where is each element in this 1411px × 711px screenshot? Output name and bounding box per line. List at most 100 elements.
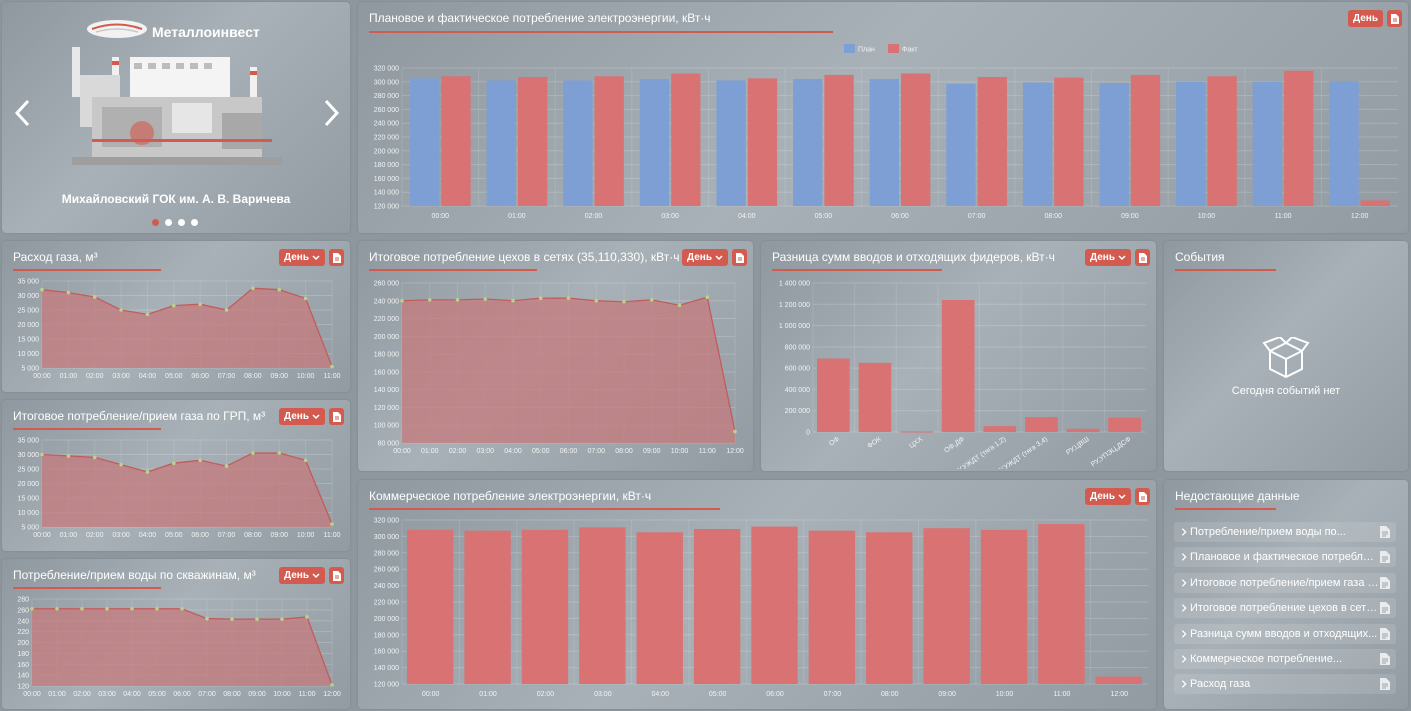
missing-data-label: Потребление/прием воды по... — [1190, 526, 1346, 538]
export-document-icon[interactable] — [329, 567, 344, 584]
export-document-icon[interactable] — [1135, 488, 1150, 505]
period-select-button[interactable]: День — [1085, 488, 1131, 505]
x-tick-label: 05:00 — [148, 691, 166, 698]
x-tick-label: 04:00 — [139, 373, 157, 380]
carousel-next-arrow-icon[interactable] — [320, 98, 342, 128]
document-icon[interactable] — [1380, 653, 1390, 665]
data-point — [303, 296, 308, 301]
area-fill — [402, 297, 735, 443]
carousel-caption: Михайловский ГОК им. А. В. Варичева — [61, 192, 291, 206]
data-point — [119, 308, 123, 312]
data-point — [566, 296, 571, 300]
period-select-button[interactable]: День — [1348, 10, 1383, 27]
y-tick-label: 140 000 — [374, 387, 399, 394]
missing-data-item[interactable]: Потребление/прием воды по... — [1174, 522, 1396, 542]
carousel-dot[interactable] — [152, 219, 159, 226]
x-tick-label: 02:00 — [585, 213, 603, 220]
carousel-dot[interactable] — [178, 219, 185, 226]
missing-data-item[interactable]: Итоговое потребление цехов в сетях... — [1174, 598, 1396, 619]
x-tick-label: 05:00 — [165, 532, 183, 539]
period-label: День — [284, 411, 309, 422]
gas-panel: Расход газа, м³ День 5 000 10 000 15 000 20… — [2, 241, 350, 392]
series-line — [41, 452, 333, 525]
x-tick-label: 04:00 — [139, 532, 157, 539]
export-document-icon[interactable] — [732, 249, 747, 266]
x-tick-label: 06:00 — [560, 448, 578, 455]
period-label: День — [1090, 491, 1115, 502]
y-tick-label: 260 000 — [374, 567, 399, 574]
export-document-icon[interactable] — [1135, 249, 1150, 266]
x-tick-label: 05:00 — [532, 448, 550, 455]
data-point — [66, 290, 71, 295]
data-point — [400, 298, 404, 303]
export-document-icon[interactable] — [1387, 10, 1402, 27]
brand-logo-icon — [87, 20, 147, 38]
document-icon[interactable] — [1380, 627, 1390, 640]
x-tick-label: 06:00 — [891, 213, 909, 220]
chevron-right-icon — [1181, 629, 1187, 638]
x-tick-label: ОФ,ДФ — [943, 436, 966, 455]
x-tick-label: 01:00 — [60, 373, 78, 380]
period-select-button[interactable]: День — [279, 567, 325, 584]
period-select-button[interactable]: День — [682, 249, 728, 266]
y-tick-label: 320 000 — [374, 66, 399, 73]
y-tick-label: 15 000 — [18, 337, 40, 344]
missing-data-item[interactable]: Расход газа — [1174, 674, 1396, 695]
document-icon[interactable] — [1380, 602, 1390, 615]
panel-controls: День — [1348, 10, 1402, 27]
panel-title: Расход газа, м³ — [13, 250, 98, 264]
bar — [941, 300, 975, 432]
export-document-icon[interactable] — [329, 249, 344, 266]
bar — [594, 76, 624, 206]
panel-title: Итоговое потребление цехов в сетях (35,1… — [369, 250, 680, 264]
missing-data-item[interactable]: Коммерческое потребление... — [1174, 649, 1396, 669]
x-tick-label: 09:00 — [271, 532, 289, 539]
title-underline — [369, 31, 833, 33]
period-select-button[interactable]: День — [279, 249, 325, 266]
x-tick-label: 08:00 — [223, 691, 241, 698]
y-tick-label: 120 — [17, 684, 29, 691]
document-icon[interactable] — [1380, 526, 1390, 538]
missing-data-label: Итоговое потребление/прием газа по... — [1190, 576, 1380, 589]
carousel-dot[interactable] — [191, 219, 198, 226]
period-select-button[interactable]: День — [1085, 249, 1131, 266]
x-tick-label: 12:00 — [1111, 691, 1129, 698]
y-tick-label: 160 — [17, 662, 29, 669]
panel-title: Потребление/прием воды по скважинам, м³ — [13, 568, 256, 582]
x-tick-label: 06:00 — [173, 691, 191, 698]
missing-data-label: Расход газа — [1190, 678, 1251, 691]
y-tick-label: 200 000 — [785, 408, 810, 415]
missing-data-item[interactable]: Плановое и фактическое потреблени... — [1174, 547, 1396, 568]
title-underline — [369, 269, 537, 271]
empty-events-message: Сегодня событий нет — [1231, 385, 1341, 397]
panel-title: События — [1175, 250, 1225, 264]
area-fill — [32, 608, 332, 686]
title-underline — [13, 587, 161, 589]
bar — [980, 529, 1028, 684]
document-icon[interactable] — [1380, 678, 1390, 691]
document-icon[interactable] — [1380, 551, 1390, 564]
carousel-dot[interactable] — [165, 219, 172, 226]
x-tick-label: 00:00 — [432, 213, 450, 220]
data-point — [251, 286, 255, 291]
data-point — [330, 683, 334, 687]
document-icon[interactable] — [1380, 576, 1390, 589]
data-point — [198, 302, 202, 306]
period-select-button[interactable]: День — [279, 408, 325, 425]
bar — [1108, 417, 1141, 432]
x-tick-label: 07:00 — [824, 691, 842, 698]
y-tick-label: 25 000 — [18, 308, 40, 315]
carousel-prev-arrow-icon[interactable] — [12, 98, 34, 128]
missing-data-item[interactable]: Разница сумм вводов и отходящих... — [1174, 623, 1396, 644]
y-tick-label: 80 000 — [378, 441, 400, 448]
data-point — [594, 298, 599, 303]
data-point — [180, 606, 184, 611]
bar — [1176, 81, 1206, 206]
y-tick-label: 20 000 — [18, 481, 40, 488]
export-document-icon[interactable] — [329, 408, 344, 425]
y-tick-label: 1 000 000 — [779, 323, 810, 330]
y-tick-label: 0 — [806, 430, 810, 437]
missing-data-item[interactable]: Итоговое потребление/прием газа по... — [1174, 572, 1396, 593]
y-tick-label: 1 400 000 — [779, 281, 810, 288]
bar — [983, 426, 1017, 432]
